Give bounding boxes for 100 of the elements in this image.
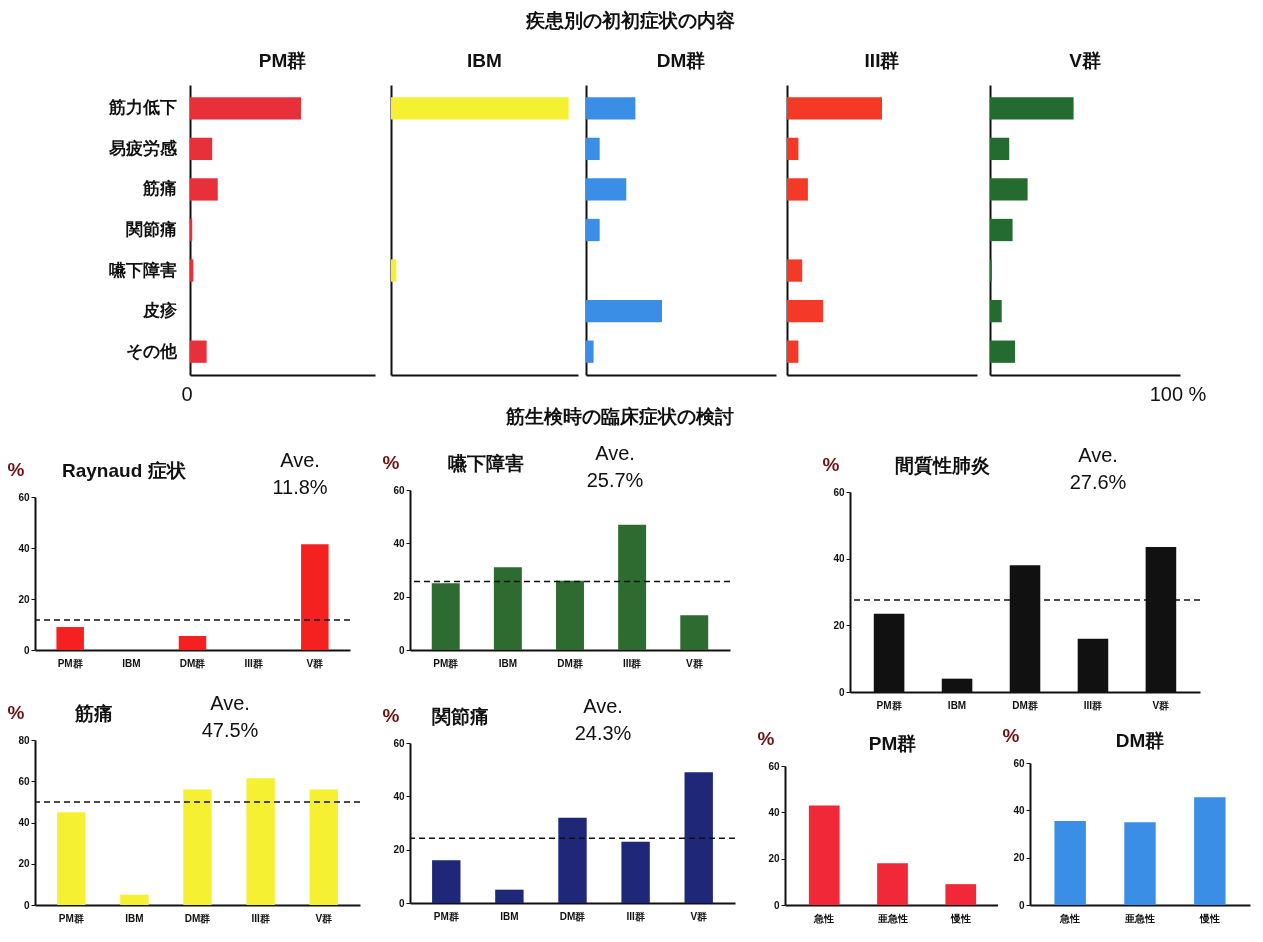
chart-title: III群	[864, 50, 900, 71]
annotation: 24.3%	[574, 722, 632, 744]
bar	[787, 178, 808, 201]
annotation: 25.7%	[586, 469, 644, 491]
chart-title: IBM	[467, 50, 502, 71]
text: Ave.	[210, 692, 250, 714]
y-tick-label: 60	[1013, 757, 1025, 769]
y-tick-label: 0	[398, 644, 405, 656]
y-tick-label: 60	[833, 486, 845, 498]
bar	[246, 778, 275, 905]
chart-title: DM群	[1115, 730, 1165, 751]
x-tick-label: PM群	[876, 699, 902, 711]
x-tick-label: IBM	[498, 657, 518, 669]
bar	[558, 817, 587, 903]
bar	[990, 299, 1002, 323]
bar	[190, 137, 213, 161]
x-tick-label: DM群	[184, 912, 211, 924]
text: Ave.	[595, 442, 635, 464]
y-tick-label: 嚥下障害	[108, 260, 177, 280]
y-tick-label: 易疲労感	[107, 138, 178, 158]
x-tick-label: III群	[1083, 699, 1103, 711]
text: 筋生検時の臨床症状の検討	[505, 405, 735, 429]
y-tick-label: 20	[1013, 852, 1025, 864]
y-axis-title: %	[7, 701, 25, 723]
y-tick-label: 60	[393, 737, 405, 749]
annotation: 27.6%	[1069, 471, 1127, 493]
chart-title: PM群	[258, 50, 307, 71]
annotation: 47.5%	[201, 719, 259, 741]
bar	[190, 178, 218, 201]
text: 疾患別の初初症状の内容	[524, 9, 736, 33]
chart-title: V群	[1069, 50, 1101, 71]
x-tick-label: V群	[1152, 699, 1170, 711]
bar	[586, 178, 627, 201]
bar	[990, 340, 1016, 363]
bar	[495, 889, 524, 903]
x-tick-label: III群	[622, 657, 642, 669]
x-tick-label: PM群	[57, 657, 83, 669]
bar	[190, 97, 301, 120]
x-tick-label: PM群	[433, 657, 459, 669]
text: Ave.	[280, 449, 320, 471]
x-tick-label: III群	[626, 910, 645, 922]
text: Ave.	[583, 695, 623, 717]
chart-title: 間質性肺炎	[895, 455, 990, 476]
y-tick-label: 60	[393, 484, 405, 496]
chart-title: PM群	[868, 733, 917, 754]
chart-title: Raynaud 症状	[62, 460, 187, 481]
chart-title: 筋痛	[74, 703, 113, 724]
y-tick-label: 20	[833, 619, 845, 631]
y-tick-label: 20	[393, 591, 405, 603]
bar	[684, 772, 713, 903]
y-tick-label: 40	[393, 537, 405, 549]
y-tick-label: 40	[18, 542, 30, 554]
x-tick-label: V群	[690, 910, 708, 922]
y-tick-label: 20	[18, 858, 30, 870]
chart-title: DM群	[656, 50, 706, 71]
bar	[120, 894, 149, 905]
bar	[945, 884, 977, 905]
x-tick-label: PM群	[433, 910, 459, 922]
y-tick-label: 60	[768, 760, 780, 772]
bar	[990, 178, 1028, 201]
bar	[586, 299, 662, 323]
bar	[183, 789, 212, 905]
bar	[586, 340, 594, 363]
y-tick-label: 0	[838, 686, 845, 698]
chart-title: 嚥下障害	[448, 453, 524, 474]
bar	[1054, 820, 1086, 905]
bar	[178, 635, 207, 650]
y-tick-label: 0	[23, 899, 30, 911]
x-tick-label: 亜急性	[1124, 912, 1155, 924]
y-axis-title: %	[822, 453, 840, 475]
bar	[431, 583, 460, 650]
bar	[618, 524, 647, 650]
y-tick-label: 0	[773, 899, 780, 911]
bar	[190, 259, 194, 282]
bar	[877, 863, 908, 905]
bar	[586, 137, 600, 161]
x-tick-label: IBM	[947, 699, 967, 711]
x-tick-label: DM群	[1012, 699, 1038, 711]
y-tick-label: 皮疹	[141, 301, 178, 321]
y-tick-label: 40	[768, 806, 780, 818]
x-tick-label: IBM	[122, 657, 141, 669]
bar	[493, 567, 522, 650]
y-tick-label: その他	[125, 341, 178, 361]
x-tick-label: 急性	[813, 912, 835, 924]
y-tick-label: 40	[393, 790, 405, 802]
bar	[556, 580, 584, 650]
bar	[432, 860, 461, 903]
x-tick-label: DM群	[557, 657, 583, 669]
y-tick-label: 60	[18, 775, 30, 787]
bar	[57, 812, 86, 905]
bar	[301, 544, 329, 650]
y-tick-label: 40	[18, 817, 30, 828]
x-tick-label: DM群	[179, 657, 206, 669]
y-tick-label: 20	[18, 593, 30, 605]
bar	[787, 137, 799, 161]
bar	[808, 805, 840, 905]
x-tick-label: V群	[315, 912, 333, 924]
y-axis-title: %	[757, 727, 775, 749]
bar	[787, 97, 882, 120]
x-tick-label: V群	[685, 657, 703, 669]
